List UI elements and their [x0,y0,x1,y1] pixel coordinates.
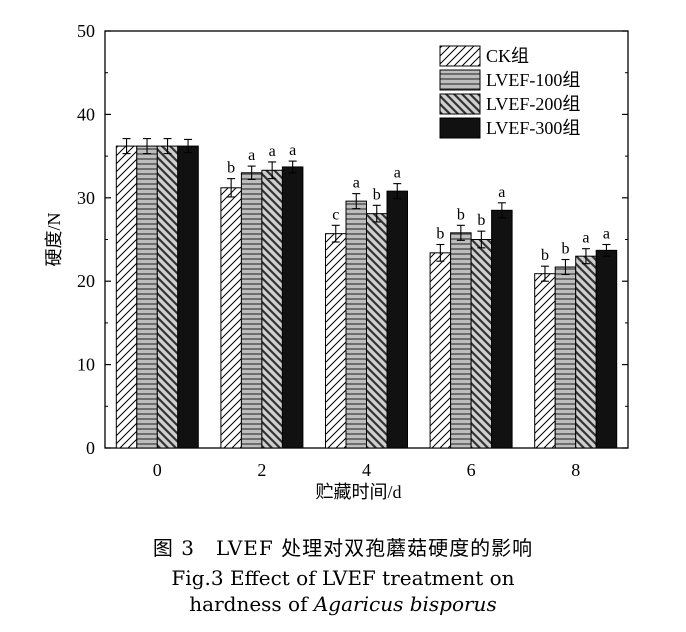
x-tick-label: 4 [362,460,371,480]
caption-prefix: hardness of [189,592,314,616]
bar [115,145,138,449]
x-tick-label: 8 [571,460,580,480]
y-tick-label: 0 [86,438,95,458]
bar [325,233,347,449]
y-tick-label: 30 [77,188,95,208]
caption-species: Agaricus bisporus [313,592,497,616]
y-axis-label: 硬度/N [44,212,64,266]
significance-label: a [353,175,360,192]
bar [575,255,597,449]
bar [595,249,618,449]
x-tick-label: 0 [153,460,162,480]
y-tick-label: 10 [77,355,95,375]
figure-caption-chinese: 图 3 LVEF 处理对双孢蘑菇硬度的影响 [152,536,534,560]
significance-label: a [498,184,505,201]
significance-label: b [227,160,235,177]
bar [156,145,179,449]
significance-label: a [603,226,610,243]
significance-label: a [289,142,296,159]
significance-label: b [436,226,444,243]
y-tick-label: 40 [77,104,95,124]
y-tick-label: 50 [77,21,95,41]
bar [554,266,577,449]
significance-label: a [582,230,589,247]
legend-swatch [439,117,481,139]
bar [429,252,452,449]
significance-label: b [541,247,549,264]
significance-label: c [332,206,339,223]
significance-label: b [477,212,485,229]
bar [470,239,493,449]
legend-swatch [439,69,481,91]
bar [261,169,283,449]
bar [136,145,158,449]
significance-label: a [269,143,276,160]
bar [491,209,513,449]
bar [345,200,367,449]
significance-label: a [394,165,401,182]
legend-swatch [439,93,481,115]
bar [220,187,242,449]
bar [281,166,304,449]
legend-label: CK组 [486,46,529,66]
bar [177,145,199,449]
bar [240,172,263,449]
x-axis-label: 贮藏时间/d [315,482,401,502]
legend-label: LVEF-200组 [486,94,580,114]
bar [534,273,556,449]
significance-label: b [457,206,465,223]
bar [386,190,408,449]
bar [450,232,472,449]
significance-label: a [248,147,255,164]
y-tick-label: 20 [77,271,95,291]
bar [366,213,388,449]
x-tick-label: 6 [467,460,476,480]
significance-label: b [373,186,381,203]
legend-swatch [439,45,481,67]
legend-label: LVEF-100组 [486,70,580,90]
significance-label: b [561,241,569,258]
figure-caption-english-line2: hardness of Agaricus bisporus [0,592,686,616]
legend-label: LVEF-300组 [486,118,580,138]
figure-caption-english-line1: Fig.3 Effect of LVEF treatment on [171,566,515,590]
x-tick-label: 2 [257,460,266,480]
